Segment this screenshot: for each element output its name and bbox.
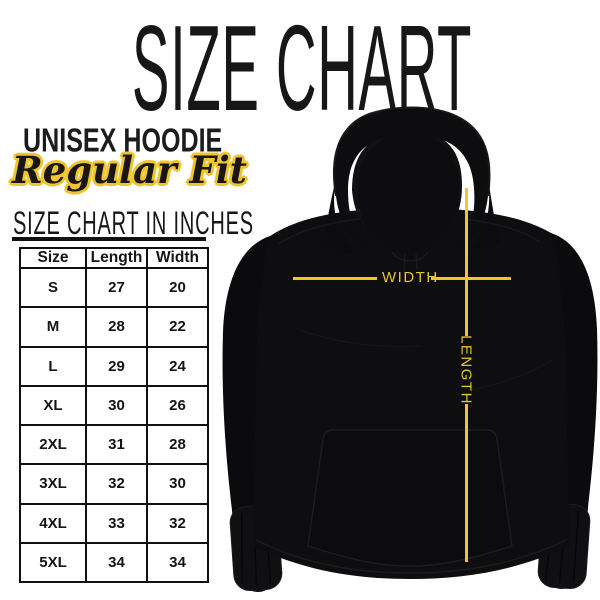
cell-width: 22 bbox=[146, 306, 209, 348]
cell-size: 5XL bbox=[19, 541, 87, 584]
cell-width: 28 bbox=[146, 423, 209, 466]
cell-size: S bbox=[19, 266, 87, 309]
cell-width: 20 bbox=[146, 266, 209, 309]
length-measure-line-top bbox=[465, 188, 468, 336]
cell-length: 29 bbox=[85, 345, 148, 387]
fit-label: Regular Fit bbox=[12, 148, 247, 192]
table-row: 5XL 34 34 bbox=[19, 541, 209, 584]
caption-underline bbox=[12, 237, 206, 241]
table-row: 2XL 31 28 bbox=[19, 423, 209, 466]
cell-length: 27 bbox=[85, 266, 148, 309]
cell-width: 24 bbox=[146, 345, 209, 387]
cell-length: 31 bbox=[85, 423, 148, 466]
cell-size: M bbox=[19, 306, 87, 348]
width-measure-line-left bbox=[293, 277, 377, 280]
cell-width: 26 bbox=[146, 384, 209, 427]
cell-size: L bbox=[19, 345, 87, 387]
cell-length: 33 bbox=[85, 502, 148, 544]
table-row: XL 30 26 bbox=[19, 384, 209, 427]
cell-length: 30 bbox=[85, 384, 148, 427]
cell-length: 28 bbox=[85, 306, 148, 348]
cell-size: XL bbox=[19, 384, 87, 427]
cell-size: 2XL bbox=[19, 423, 87, 466]
col-header-length: Length bbox=[85, 247, 148, 269]
cell-width: 30 bbox=[146, 463, 209, 505]
size-table: Size Length Width S 27 20 M 28 22 L 29 2… bbox=[19, 247, 209, 584]
cell-size: 4XL bbox=[19, 502, 87, 544]
width-label: WIDTH bbox=[382, 269, 439, 286]
table-row: L 29 24 bbox=[19, 345, 209, 387]
cell-length: 34 bbox=[85, 541, 148, 584]
table-caption: SIZE CHART IN INCHES bbox=[13, 206, 254, 242]
width-measure-line-right bbox=[431, 277, 511, 280]
col-header-size: Size bbox=[19, 247, 87, 269]
product-name: UNISEX HOODIE bbox=[23, 121, 223, 159]
length-label: LENGTH bbox=[457, 335, 475, 405]
cell-width: 32 bbox=[146, 502, 209, 544]
table-row: 4XL 33 32 bbox=[19, 502, 209, 544]
table-row: S 27 20 bbox=[19, 266, 209, 309]
table-row: 3XL 32 30 bbox=[19, 463, 209, 505]
col-header-width: Width bbox=[146, 247, 209, 269]
cell-width: 34 bbox=[146, 541, 209, 584]
table-header-row: Size Length Width bbox=[19, 247, 209, 269]
table-row: M 28 22 bbox=[19, 306, 209, 348]
cell-length: 32 bbox=[85, 463, 148, 505]
cell-size: 3XL bbox=[19, 463, 87, 505]
length-measure-line-bottom bbox=[465, 404, 468, 562]
